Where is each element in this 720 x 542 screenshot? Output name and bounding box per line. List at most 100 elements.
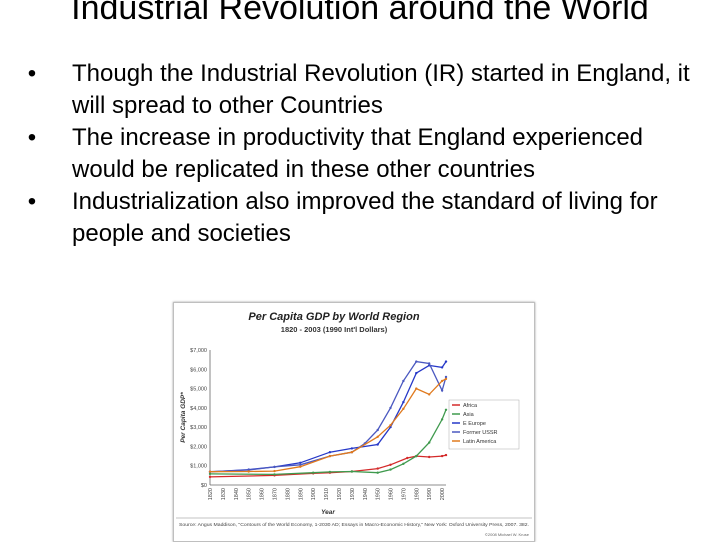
data-point — [415, 371, 418, 375]
x-tick-label: 1910 — [324, 488, 330, 500]
data-point — [208, 472, 212, 476]
data-point — [444, 453, 448, 457]
data-point — [440, 366, 444, 369]
data-point — [444, 360, 448, 363]
x-tick-label: 1940 — [363, 488, 369, 500]
x-tick-label: 1950 — [376, 488, 382, 500]
y-tick-label: $1,000 — [190, 464, 207, 470]
chart-footnote: Source: Angus Maddison, "Contours of the… — [179, 522, 529, 527]
data-point — [428, 441, 431, 444]
x-tick-label: 1900 — [311, 488, 317, 500]
y-axis-label: Per Capita GDP* — [180, 392, 187, 443]
data-point — [299, 463, 302, 466]
data-point — [376, 467, 379, 470]
legend-box — [448, 399, 520, 450]
data-point — [444, 408, 448, 411]
data-point — [402, 407, 405, 410]
data-point — [440, 418, 444, 421]
data-point — [376, 435, 379, 438]
data-point — [247, 470, 250, 473]
chart-image: Per Capita GDP by World Region 1820 - 200… — [173, 302, 535, 542]
data-point — [208, 470, 212, 473]
y-tick-label: $3,000 — [190, 425, 207, 431]
data-point — [328, 470, 332, 474]
data-point — [350, 447, 354, 450]
legend-entry: Former USSR — [463, 430, 498, 436]
series-line — [209, 361, 447, 473]
data-point — [444, 375, 448, 379]
data-point — [389, 406, 392, 410]
data-point — [273, 473, 276, 476]
data-point — [428, 393, 431, 396]
x-tick-label: 1850 — [247, 488, 253, 500]
bullet-glyph: • — [27, 60, 37, 87]
bullet-item: • The increase in productivity that Engla… — [22, 122, 702, 186]
chart-title: Per Capita GDP by World Region — [248, 311, 419, 323]
data-point — [350, 451, 354, 454]
legend-entry: Latin America — [463, 439, 497, 445]
data-point — [273, 469, 276, 473]
bullet-glyph: • — [27, 188, 37, 215]
data-point — [350, 470, 354, 473]
chart-subtitle: 1820 - 2003 (1990 Int'l Dollars) — [281, 325, 388, 334]
bullet-text: The increase in productivity that Englan… — [72, 124, 644, 183]
data-point — [299, 465, 302, 468]
data-point — [415, 360, 418, 363]
series-line — [209, 409, 447, 476]
data-point — [273, 465, 276, 469]
x-tick-label: 1870 — [272, 488, 278, 500]
y-tick-label: $7,000 — [190, 348, 207, 354]
series-line — [209, 454, 447, 478]
series-line — [209, 360, 447, 473]
x-tick-label: 1960 — [389, 488, 395, 500]
data-point — [440, 389, 444, 392]
data-point — [389, 468, 392, 471]
data-point — [415, 454, 418, 458]
data-point — [389, 463, 392, 466]
data-point — [376, 443, 379, 446]
x-tick-label: 1970 — [401, 488, 407, 500]
data-point — [376, 471, 379, 474]
x-tick-label: 1990 — [427, 488, 433, 500]
x-tick-label: 1830 — [221, 488, 227, 500]
y-tick-label: $5,000 — [190, 387, 207, 393]
legend-entry: Africa — [463, 403, 478, 409]
bullet-glyph: • — [27, 124, 37, 151]
data-point — [402, 379, 405, 383]
bullet-text: Industrialization also improved the stan… — [72, 188, 658, 247]
chart-credit: ©2008 Michael W. Kruse — [485, 532, 530, 537]
legend-entry: Asia — [463, 412, 475, 418]
y-tick-label: $0 — [201, 483, 207, 489]
data-point — [406, 456, 409, 460]
x-tick-label: 1980 — [414, 488, 420, 500]
data-point — [328, 454, 332, 458]
data-point — [440, 454, 444, 458]
slide-title: Industrial Revolution around the World — [71, 0, 649, 27]
x-tick-label: 1930 — [350, 488, 356, 500]
x-tick-label: 2000 — [440, 488, 446, 500]
y-tick-label: $2,000 — [190, 444, 207, 450]
x-tick-label: 1820 — [208, 488, 214, 500]
x-tick-label: 1880 — [285, 488, 291, 500]
per-capita-gdp-chart: Per Capita GDP by World Region 1820 - 200… — [176, 311, 532, 537]
data-point — [402, 462, 405, 465]
legend-entry: E Europe — [463, 421, 486, 427]
data-point — [376, 428, 379, 432]
data-point — [415, 387, 418, 390]
bullet-text: Though the Industrial Revolution (IR) st… — [72, 60, 690, 119]
data-point — [389, 424, 392, 427]
data-point — [208, 475, 212, 479]
x-tick-label: 1860 — [260, 488, 266, 500]
x-axis-label: Year — [321, 509, 335, 516]
data-point — [444, 377, 448, 381]
bullet-item: • Though the Industrial Revolution (IR) s… — [22, 58, 702, 122]
x-tick-label: 1840 — [234, 488, 240, 500]
data-point — [312, 471, 315, 474]
bullet-item: • Industrialization also improved the sta… — [22, 186, 702, 250]
data-point — [299, 461, 302, 464]
data-point — [440, 379, 444, 383]
bullet-list: • Though the Industrial Revolution (IR) s… — [22, 58, 702, 250]
y-tick-label: $6,000 — [190, 367, 207, 373]
y-tick-label: $4,000 — [190, 406, 207, 412]
data-point — [428, 455, 431, 459]
